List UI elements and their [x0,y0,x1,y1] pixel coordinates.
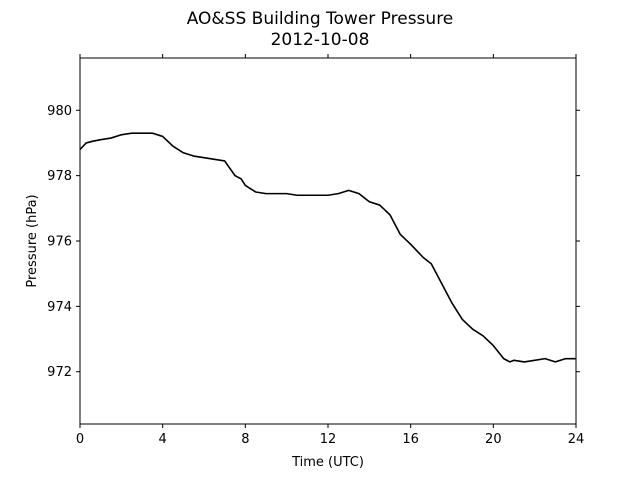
x-tick-label: 16 [402,432,419,447]
x-tick-label: 12 [320,432,337,447]
x-tick-label: 8 [241,432,249,447]
y-tick-label: 974 [47,300,72,315]
chart-subtitle: 2012-10-08 [271,30,370,50]
y-tick-label: 980 [47,104,72,119]
x-tick-label: 20 [485,432,502,447]
y-tick-label: 976 [47,235,72,250]
plot-area-frame [79,57,577,425]
y-tick-label: 978 [47,169,72,184]
y-axis: 972 974 976 978 980 [47,104,580,380]
y-axis-label: Pressure (hPa) [25,194,40,287]
x-axis-label: Time (UTC) [291,455,364,470]
pressure-series-line [79,132,576,363]
x-tick-label: 24 [568,432,585,447]
x-tick-label: 4 [159,432,167,447]
y-tick-label: 972 [47,365,72,380]
x-axis: 0 4 8 12 16 20 24 [76,54,584,447]
x-tick-label: 0 [76,432,84,447]
chart-title: AO&SS Building Tower Pressure [187,9,454,29]
